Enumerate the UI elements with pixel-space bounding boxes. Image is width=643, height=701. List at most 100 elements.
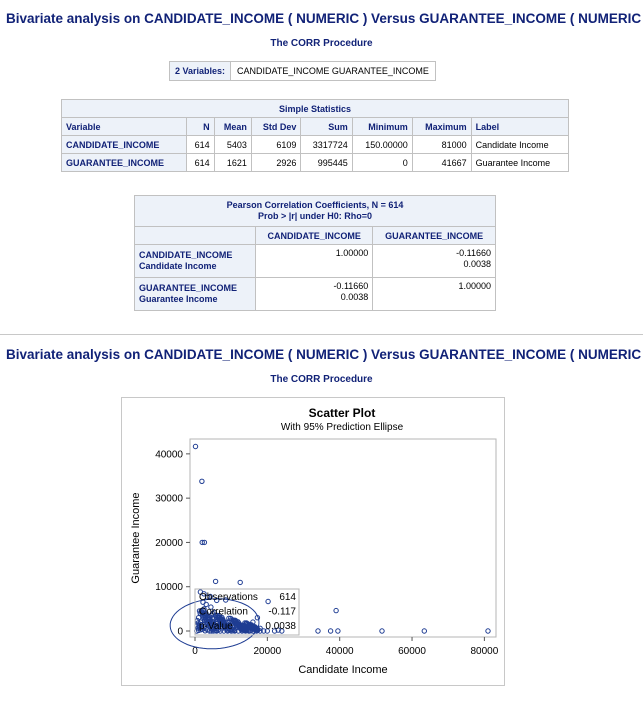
- inset-value: -0.117: [268, 607, 296, 618]
- prediction-ellipse: [169, 598, 260, 650]
- y-tick-label: 30000: [155, 494, 183, 505]
- data-point: [203, 610, 209, 616]
- data-point: [205, 594, 211, 601]
- data-point: [379, 628, 385, 634]
- data-point: [252, 624, 258, 630]
- table-caption: Simple Statistics: [61, 99, 569, 118]
- data-point: [212, 578, 219, 585]
- table-cell: 1621: [213, 153, 252, 172]
- table-cell: 150.00000: [351, 135, 413, 154]
- data-point: [223, 597, 229, 603]
- data-point: [195, 615, 202, 621]
- inset-label: Observations: [199, 592, 258, 603]
- row-label: Guarantee Income: [139, 294, 218, 304]
- inset-label: Correlation: [199, 607, 248, 618]
- column-header: GUARANTEE_INCOME: [372, 226, 496, 245]
- data-point: [223, 619, 229, 626]
- data-point: [202, 628, 208, 634]
- statistics-inset: [194, 588, 300, 636]
- correlation-value: -0.11660: [333, 281, 369, 291]
- data-point: [243, 625, 250, 632]
- data-point: [254, 615, 261, 621]
- y-tick-label: 20000: [155, 538, 183, 549]
- correlation-value: -0.11660: [456, 248, 491, 258]
- data-point: [200, 599, 206, 605]
- table-cell: 0: [351, 153, 413, 172]
- correlation-value: 1.00000: [335, 248, 369, 258]
- data-point: [421, 628, 427, 634]
- row-header: CANDIDATE_INCOME: [61, 135, 187, 154]
- table-cell: -0.11660 0.0038: [254, 277, 374, 311]
- row-variable: CANDIDATE_INCOME: [139, 250, 233, 260]
- table-row: GUARANTEE_INCOME 614 1621 2926 995445 0 …: [61, 153, 570, 172]
- caption-line: Pearson Correlation Coefficients, N = 61…: [226, 200, 404, 210]
- data-point: [279, 628, 285, 634]
- row-header: CANDIDATE_INCOME Candidate Income: [134, 244, 256, 278]
- table-cell: Guarantee Income: [470, 153, 570, 172]
- variables-box: 2 Variables: CANDIDATE_INCOME GUARANTEE_…: [169, 61, 436, 81]
- scatter-plot-frame: Scatter Plot With 95% Prediction Ellipse…: [121, 397, 505, 686]
- inset-value: 614: [279, 592, 296, 603]
- column-header: CANDIDATE_INCOME: [254, 226, 374, 245]
- correlation-value: 1.00000: [458, 281, 491, 291]
- data-point: [201, 539, 208, 546]
- p-value: 0.0038: [463, 259, 491, 269]
- section-divider: [0, 334, 643, 335]
- data-point: [335, 628, 341, 634]
- data-point: [206, 614, 213, 620]
- row-header: GUARANTEE_INCOME: [61, 153, 187, 172]
- data-point: [315, 628, 321, 634]
- data-point: [199, 478, 205, 485]
- x-tick-label: 60000: [398, 646, 426, 657]
- table-cell: 1.00000: [254, 244, 374, 278]
- x-tick-label: 80000: [470, 646, 498, 657]
- column-header: Minimum: [351, 117, 413, 136]
- procedure-title: The CORR Procedure: [270, 374, 373, 385]
- inset-label: p-Value: [199, 621, 233, 632]
- data-point: [265, 598, 271, 605]
- data-point: [231, 626, 237, 632]
- data-point: [214, 597, 220, 604]
- pearson-correlation-table: Pearson Correlation Coefficients, N = 61…: [134, 195, 496, 311]
- table-cell: 3317724: [300, 135, 353, 154]
- x-tick-label: 20000: [253, 646, 281, 657]
- data-point: [327, 628, 334, 634]
- data-point: [207, 593, 213, 600]
- corner-cell: [134, 226, 256, 245]
- row-label: Candidate Income: [139, 261, 217, 271]
- data-point: [211, 609, 217, 616]
- table-cell: 1.00000: [372, 277, 496, 311]
- x-tick-label: 40000: [326, 646, 354, 657]
- data-point: [261, 628, 267, 634]
- p-value: 0.0038: [340, 292, 369, 302]
- data-point: [208, 604, 214, 610]
- table-caption: Pearson Correlation Coefficients, N = 61…: [134, 195, 496, 227]
- column-header: Mean: [213, 117, 252, 136]
- x-axis-label: Candidate Income: [298, 664, 387, 676]
- plot-area: [189, 438, 497, 638]
- table-row: GUARANTEE_INCOME Guarantee Income -0.116…: [134, 277, 496, 311]
- column-header: Sum: [300, 117, 353, 136]
- data-point: [271, 628, 278, 634]
- variables-value: CANDIDATE_INCOME GUARANTEE_INCOME: [237, 66, 429, 76]
- data-point: [485, 628, 491, 634]
- variables-label: 2 Variables:: [170, 62, 232, 80]
- caption-line: Prob > |r| under H0: Rho=0: [257, 211, 373, 221]
- column-header: Variable: [61, 117, 187, 136]
- table-cell: 2926: [250, 153, 302, 172]
- data-point: [237, 579, 243, 586]
- simple-statistics-table: Simple Statistics Variable N Mean Std De…: [61, 99, 570, 172]
- table-header-row: Variable N Mean Std Dev Sum Minimum Maxi…: [61, 117, 570, 136]
- data-point: [215, 625, 221, 631]
- table-cell: 995445: [300, 153, 353, 172]
- procedure-title: The CORR Procedure: [270, 38, 373, 49]
- data-point: [201, 591, 207, 597]
- table-cell: 6109: [250, 135, 302, 154]
- data-point: [192, 443, 199, 450]
- data-point: [252, 624, 259, 631]
- chart-title: Scatter Plot: [309, 406, 376, 420]
- data-point: [264, 628, 271, 634]
- table-cell: 81000: [411, 135, 472, 154]
- column-header: Maximum: [411, 117, 472, 136]
- row-header: GUARANTEE_INCOME Guarantee Income: [134, 277, 256, 311]
